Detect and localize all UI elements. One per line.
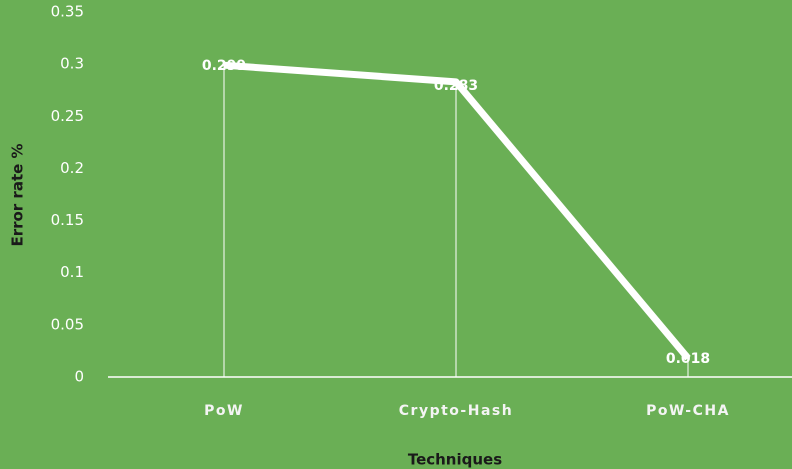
data-label: 0.018: [666, 351, 710, 367]
y-tick-label: 0.05: [51, 315, 84, 333]
x-tick-label: Crypto-Hash: [399, 403, 513, 419]
data-label: 0.299: [202, 58, 246, 74]
y-tick-label: 0.1: [60, 263, 84, 281]
y-tick-label: 0.3: [60, 55, 84, 73]
line-series: [223, 61, 691, 361]
x-tick-label: PoW-CHA: [646, 403, 730, 419]
y-axis-title: Error rate %: [9, 143, 27, 246]
y-tick-label: 0: [74, 368, 84, 386]
y-tick-label: 0.25: [51, 107, 84, 125]
x-axis-title: Techniques: [408, 451, 502, 469]
data-label: 0.283: [434, 78, 478, 94]
y-tick-label: 0.15: [51, 211, 84, 229]
y-tick-label: 0.2: [60, 159, 84, 177]
y-tick-label: 0.35: [51, 3, 84, 21]
x-tick-label: PoW: [204, 403, 244, 419]
